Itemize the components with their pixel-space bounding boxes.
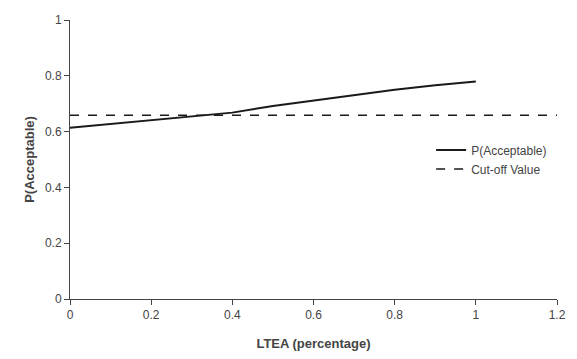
svg-text:0: 0 xyxy=(55,292,62,306)
svg-text:0.2: 0.2 xyxy=(45,236,62,250)
svg-text:1.2: 1.2 xyxy=(549,308,566,322)
svg-text:0.6: 0.6 xyxy=(45,125,62,139)
svg-text:Cut-off Value: Cut-off Value xyxy=(471,163,540,177)
svg-text:LTEA (percentage): LTEA (percentage) xyxy=(256,336,370,351)
svg-text:1: 1 xyxy=(55,13,62,27)
svg-text:0.4: 0.4 xyxy=(224,308,241,322)
svg-text:1: 1 xyxy=(472,308,479,322)
svg-text:0.4: 0.4 xyxy=(45,181,62,195)
svg-text:P(Acceptable): P(Acceptable) xyxy=(22,116,37,203)
svg-text:0.2: 0.2 xyxy=(143,308,160,322)
svg-text:0.6: 0.6 xyxy=(305,308,322,322)
svg-text:P(Acceptable): P(Acceptable) xyxy=(471,144,546,158)
svg-text:0.8: 0.8 xyxy=(45,69,62,83)
svg-text:0: 0 xyxy=(67,308,74,322)
svg-text:0.8: 0.8 xyxy=(386,308,403,322)
